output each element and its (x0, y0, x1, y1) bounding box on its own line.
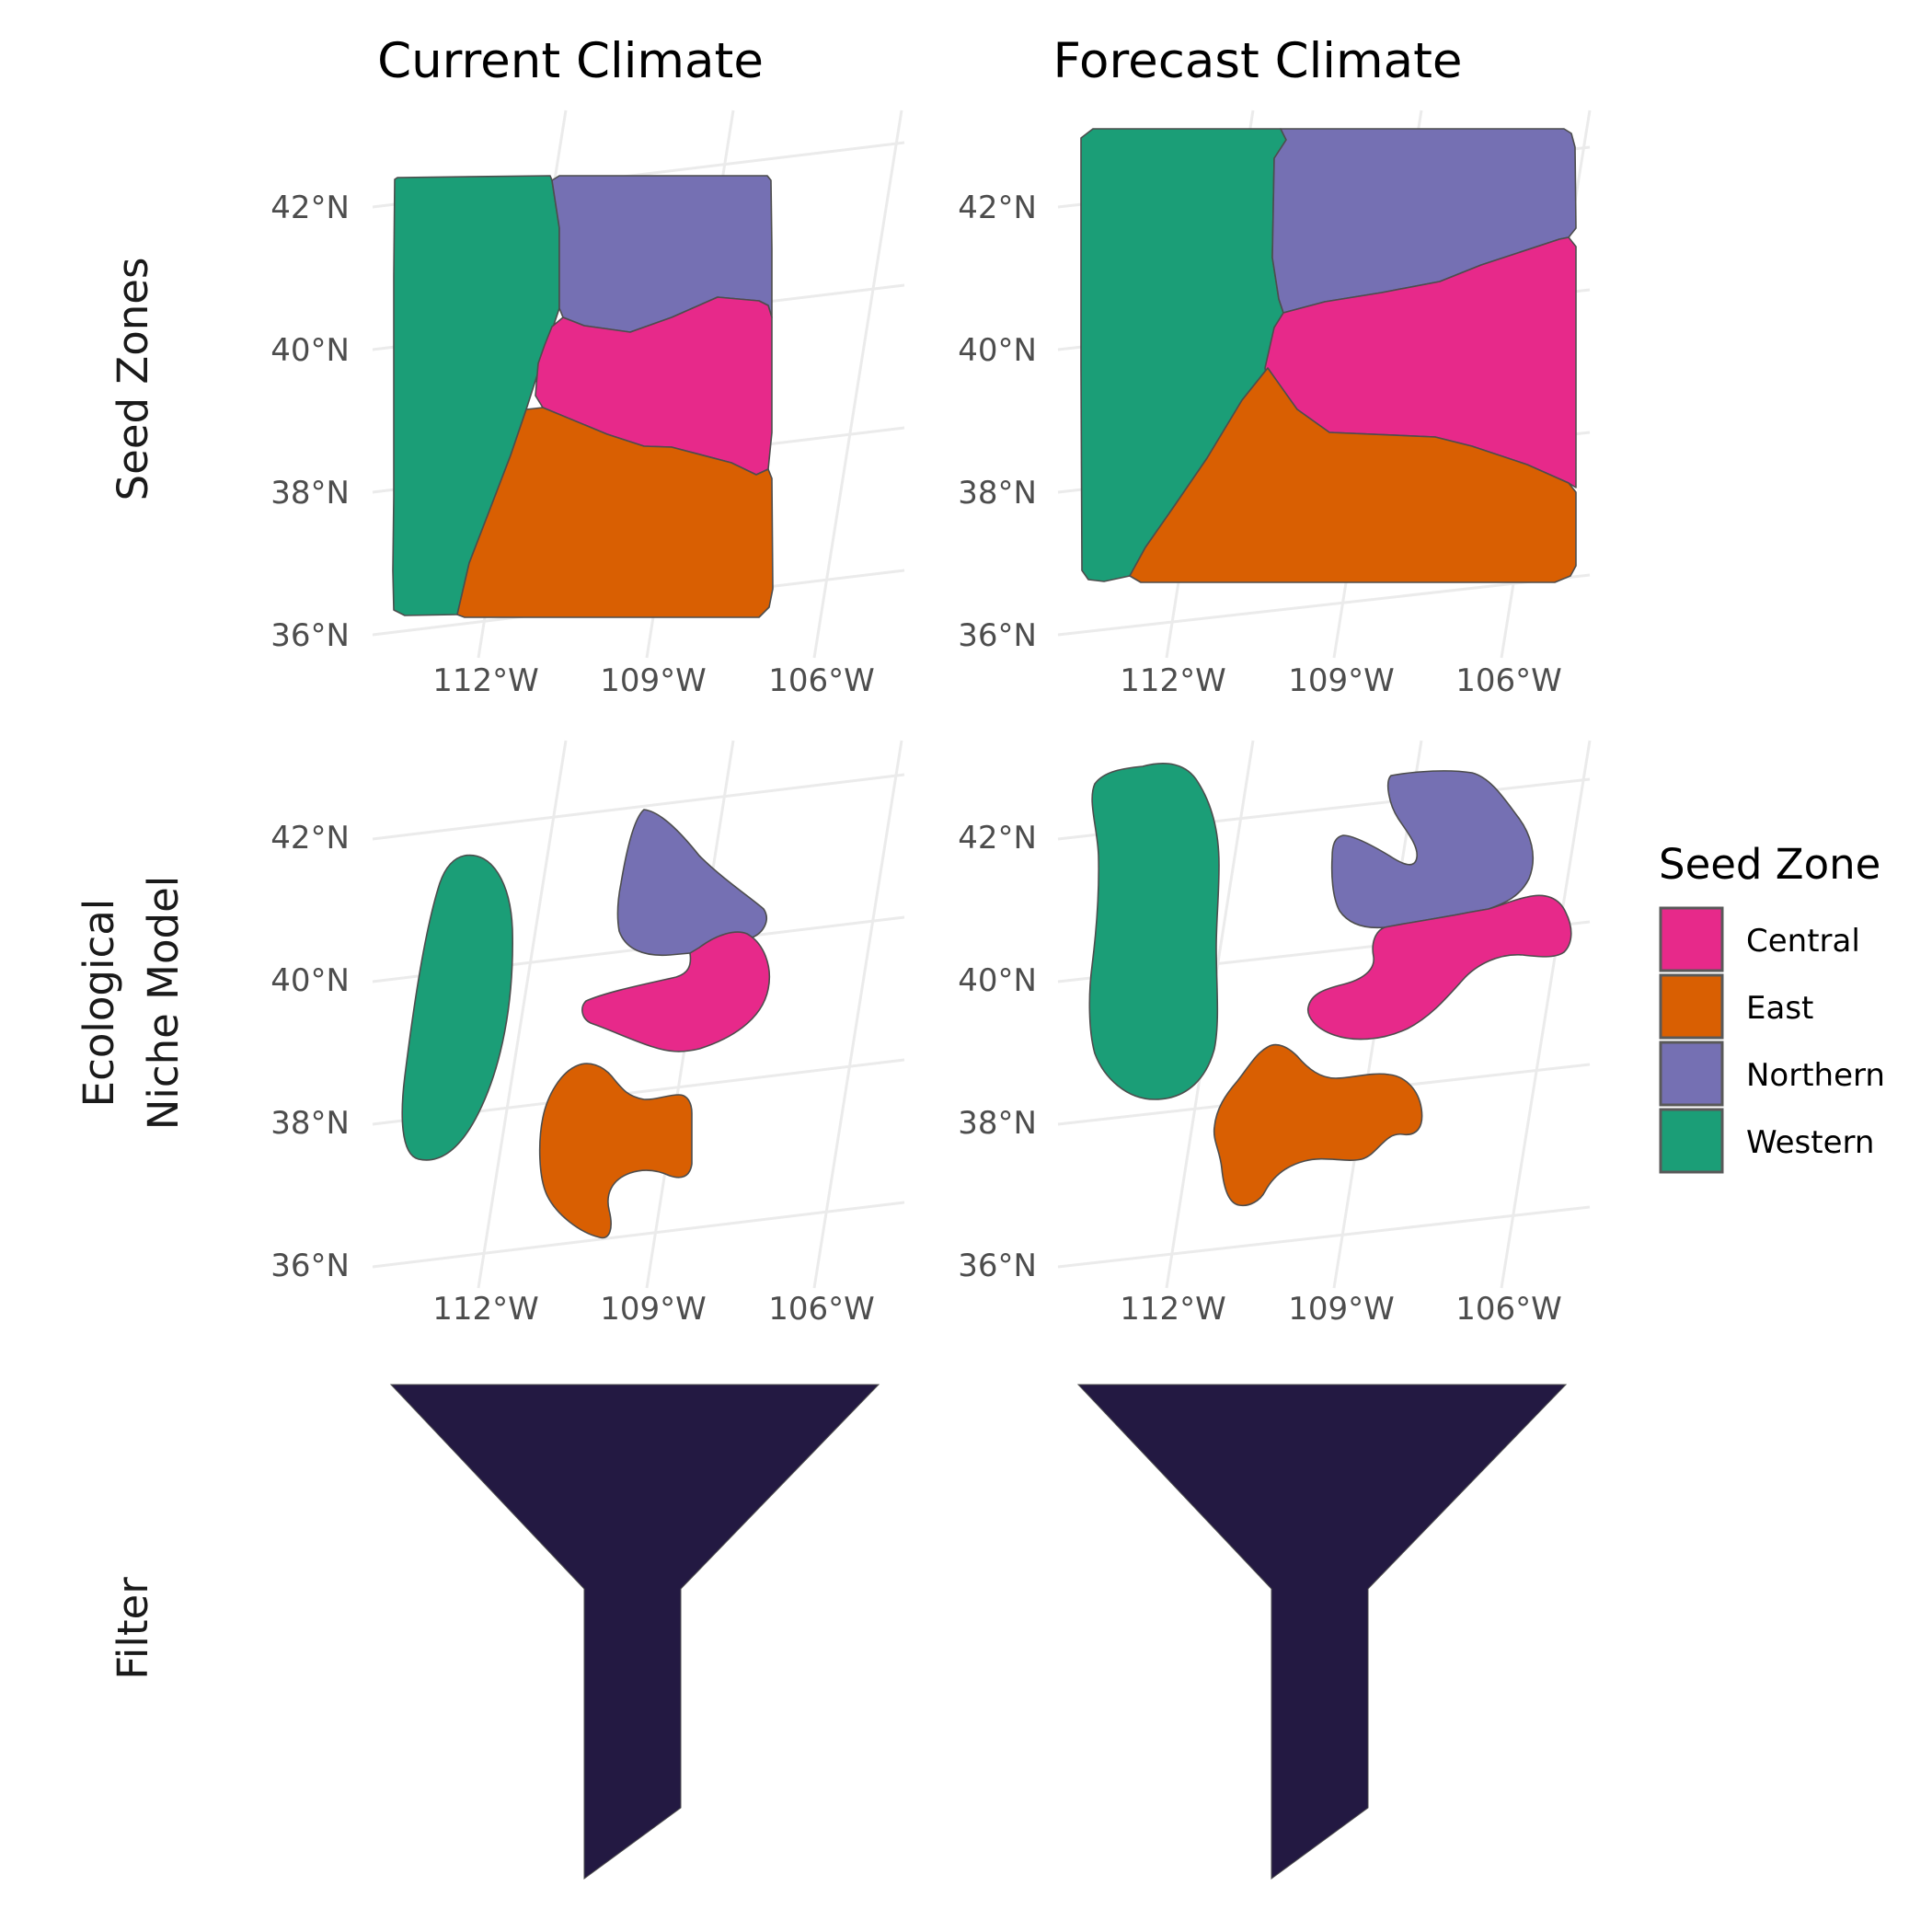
legend-label-east: East (1746, 990, 1813, 1027)
lon-tick-label-seed-zones-forecast: 112°W (1120, 662, 1226, 699)
legend-label-central: Central (1746, 923, 1860, 960)
map-panel-seed-zones-current (372, 109, 905, 659)
lat-tick-label-seed-zones-forecast: 40°N (958, 332, 1037, 369)
zone-east (538, 1063, 693, 1239)
lat-tick-label-niche-model-current: 42°N (270, 820, 350, 857)
legend-title: Seed Zone (1659, 840, 1880, 889)
lat-tick-label-seed-zones-current: 38°N (270, 475, 350, 512)
legend-label-western: Western (1746, 1124, 1874, 1161)
lat-tick-label-niche-model-forecast: 42°N (958, 820, 1037, 857)
lon-tick-label-seed-zones-current: 106°W (768, 662, 875, 699)
filter-funnel-icon-forecast (1076, 1384, 1568, 1880)
lat-tick-label-seed-zones-forecast: 42°N (958, 190, 1037, 226)
row-title-filter: Filter (109, 1577, 157, 1680)
row-title-ecological-niche-model-line2: Niche Model (139, 876, 188, 1131)
zone-east (1213, 1043, 1423, 1207)
lon-tick-label-seed-zones-current: 109°W (600, 662, 707, 699)
zone-central (1307, 894, 1572, 1041)
legend: Seed Zone Central East Northern Western (1659, 840, 1885, 1174)
column-title-forecast-climate: Forecast Climate (1052, 33, 1462, 89)
zone-northern (1330, 770, 1535, 929)
axis-tick-labels: 42°N 40°N 38°N 36°N 112°W 109°W 106°W 42°N 40°N 3… (270, 190, 1561, 1328)
lat-tick-label-niche-model-current: 40°N (270, 962, 350, 999)
legend-key-western (1659, 1108, 1724, 1174)
lon-tick-label-seed-zones-forecast: 106°W (1455, 662, 1562, 699)
lon-tick-label-niche-model-forecast: 112°W (1120, 1291, 1226, 1328)
column-title-current-climate: Current Climate (377, 33, 764, 89)
legend-key-east (1659, 973, 1724, 1040)
map-panel-ecological-niche-model-current (372, 740, 905, 1289)
lat-tick-label-niche-model-forecast: 40°N (958, 962, 1037, 999)
zone-central (581, 931, 770, 1052)
lat-tick-label-niche-model-current: 36°N (270, 1248, 350, 1284)
legend-label-northern: Northern (1746, 1057, 1885, 1094)
lat-tick-label-seed-zones-current: 42°N (270, 190, 350, 226)
lon-tick-label-niche-model-current: 106°W (768, 1291, 875, 1328)
legend-key-central (1659, 906, 1724, 972)
zone-east (456, 407, 774, 618)
lat-tick-label-niche-model-forecast: 36°N (958, 1248, 1037, 1284)
lon-tick-label-seed-zones-current: 112°W (432, 662, 539, 699)
lat-tick-label-seed-zones-current: 40°N (270, 332, 350, 369)
lat-tick-label-seed-zones-forecast: 36°N (958, 617, 1037, 654)
lon-tick-label-niche-model-forecast: 106°W (1455, 1291, 1562, 1328)
legend-key-northern (1659, 1041, 1724, 1107)
lon-tick-label-niche-model-current: 109°W (600, 1291, 707, 1328)
filter-funnel-icon-current (389, 1384, 880, 1880)
lat-tick-label-seed-zones-forecast: 38°N (958, 475, 1037, 512)
row-title-ecological-niche-model-line1: Ecological (75, 899, 123, 1108)
zone-east (1129, 367, 1577, 583)
map-panel-ecological-niche-model-forecast (1057, 740, 1592, 1289)
lat-tick-label-niche-model-forecast: 38°N (958, 1105, 1037, 1142)
lat-tick-label-seed-zones-current: 36°N (270, 617, 350, 654)
zone-western (401, 854, 513, 1161)
lon-tick-label-niche-model-current: 112°W (432, 1291, 539, 1328)
lon-tick-label-niche-model-forecast: 109°W (1288, 1291, 1395, 1328)
lon-tick-label-seed-zones-forecast: 109°W (1288, 662, 1395, 699)
zone-western (1088, 763, 1220, 1100)
lat-tick-label-niche-model-current: 38°N (270, 1105, 350, 1142)
row-title-seed-zones: Seed Zones (109, 258, 157, 501)
map-panel-seed-zones-forecast (1057, 109, 1592, 659)
